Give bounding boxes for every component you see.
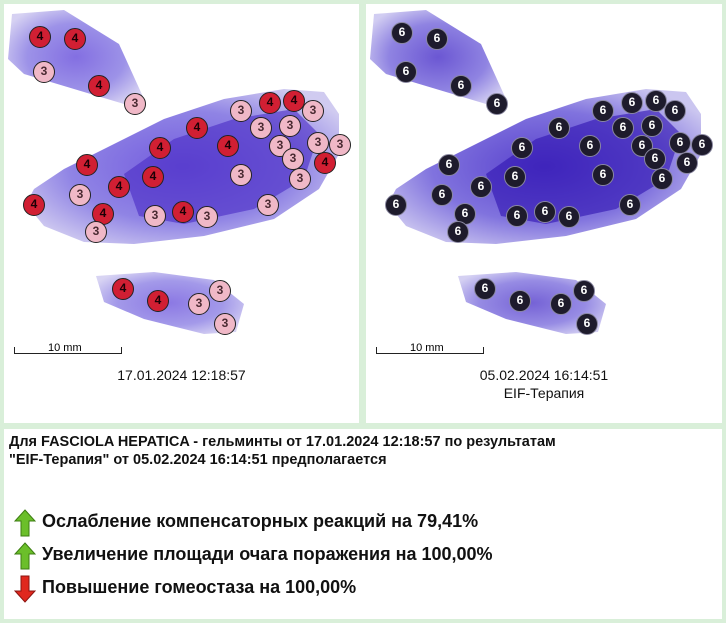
marker: 6 [391,22,413,44]
marker-high: 4 [149,137,171,159]
marker-high: 4 [142,166,164,188]
marker-low: 3 [144,205,166,227]
marker: 6 [395,61,417,83]
marker: 6 [506,205,528,227]
marker-low: 3 [188,293,210,315]
timestamp-after: 05.02.2024 16:14:51 [479,367,609,383]
scale-bar [376,347,484,354]
marker: 6 [619,194,641,216]
marker-high: 4 [29,26,51,48]
marker-high: 4 [88,75,110,97]
marker: 6 [691,134,713,156]
marker-low: 3 [289,168,311,190]
marker: 6 [645,90,667,112]
marker-high: 4 [23,194,45,216]
left-image-panel: 4 4 3 4 3 4 4 3 3 4 3 3 4 4 3 3 3 3 4 4 … [4,4,359,423]
marker: 6 [511,137,533,159]
marker: 6 [573,280,595,302]
marker-low: 3 [209,280,231,302]
marker-low: 3 [307,132,329,154]
marker: 6 [426,28,448,50]
green-up-arrow-icon [14,509,36,537]
marker-low: 3 [230,100,252,122]
marker: 6 [621,92,643,114]
marker: 6 [486,93,508,115]
therapy-label: EIF-Терапия [503,385,585,401]
marker-low: 3 [302,100,324,122]
marker-low: 3 [69,184,91,206]
marker-high: 4 [283,90,305,112]
marker: 6 [504,166,526,188]
summary-line-1: Для FASCIOLA HEPATICA - гельминты от 17.… [9,434,556,450]
result-text: Ослабление компенсаторных реакций на 79,… [42,511,479,531]
marker: 6 [509,290,531,312]
marker: 6 [385,194,407,216]
marker-high: 4 [108,176,130,198]
scale-label: 10 mm [410,342,444,354]
marker-high: 4 [112,278,134,300]
marker-low: 3 [196,206,218,228]
marker-high: 4 [92,203,114,225]
marker: 6 [550,293,572,315]
marker: 6 [438,154,460,176]
marker-low: 3 [124,93,146,115]
marker: 6 [548,117,570,139]
marker: 6 [447,221,469,243]
marker-low: 3 [250,117,272,139]
marker: 6 [450,75,472,97]
green-up-arrow-icon [14,542,36,570]
marker-low: 3 [257,194,279,216]
timestamp-before: 17.01.2024 12:18:57 [117,367,246,383]
marker: 6 [651,168,673,190]
marker-high: 4 [186,117,208,139]
marker-high: 4 [172,201,194,223]
marker: 6 [579,135,601,157]
marker: 6 [470,176,492,198]
marker: 6 [676,152,698,174]
marker-low: 3 [230,164,252,186]
marker-high: 4 [217,135,239,157]
summary-line-2: "EIF-Терапия" от 05.02.2024 16:14:51 пре… [9,452,387,468]
result-text: Повышение гомеостаза на 100,00% [42,577,357,597]
scale-label: 10 mm [48,342,82,354]
result-text: Увеличение площади очага поражения на 10… [42,544,493,564]
results-panel: Для FASCIOLA HEPATICA - гельминты от 17.… [4,429,722,619]
marker: 6 [644,148,666,170]
marker-low: 3 [33,61,55,83]
marker-high: 4 [76,154,98,176]
marker: 6 [592,164,614,186]
scale-bar [14,347,122,354]
right-image-panel: 6 6 6 6 6 6 6 6 6 6 6 6 6 6 6 6 6 6 6 6 … [366,4,722,423]
red-down-arrow-icon [14,575,36,603]
summary-text: Для FASCIOLA HEPATICA - гельминты от 17.… [9,433,714,469]
marker: 6 [576,313,598,335]
marker-high: 4 [314,152,336,174]
marker: 6 [641,115,663,137]
marker: 6 [669,132,691,154]
marker: 6 [664,100,686,122]
marker: 6 [474,278,496,300]
marker: 6 [534,201,556,223]
marker: 6 [431,184,453,206]
marker: 6 [592,100,614,122]
marker-low: 3 [214,313,236,335]
marker-high: 4 [259,92,281,114]
marker-low: 3 [282,148,304,170]
marker-high: 4 [147,290,169,312]
marker-low: 3 [279,115,301,137]
marker: 6 [612,117,634,139]
marker-low: 3 [329,134,351,156]
marker-high: 4 [64,28,86,50]
marker-low: 3 [85,221,107,243]
marker: 6 [558,206,580,228]
